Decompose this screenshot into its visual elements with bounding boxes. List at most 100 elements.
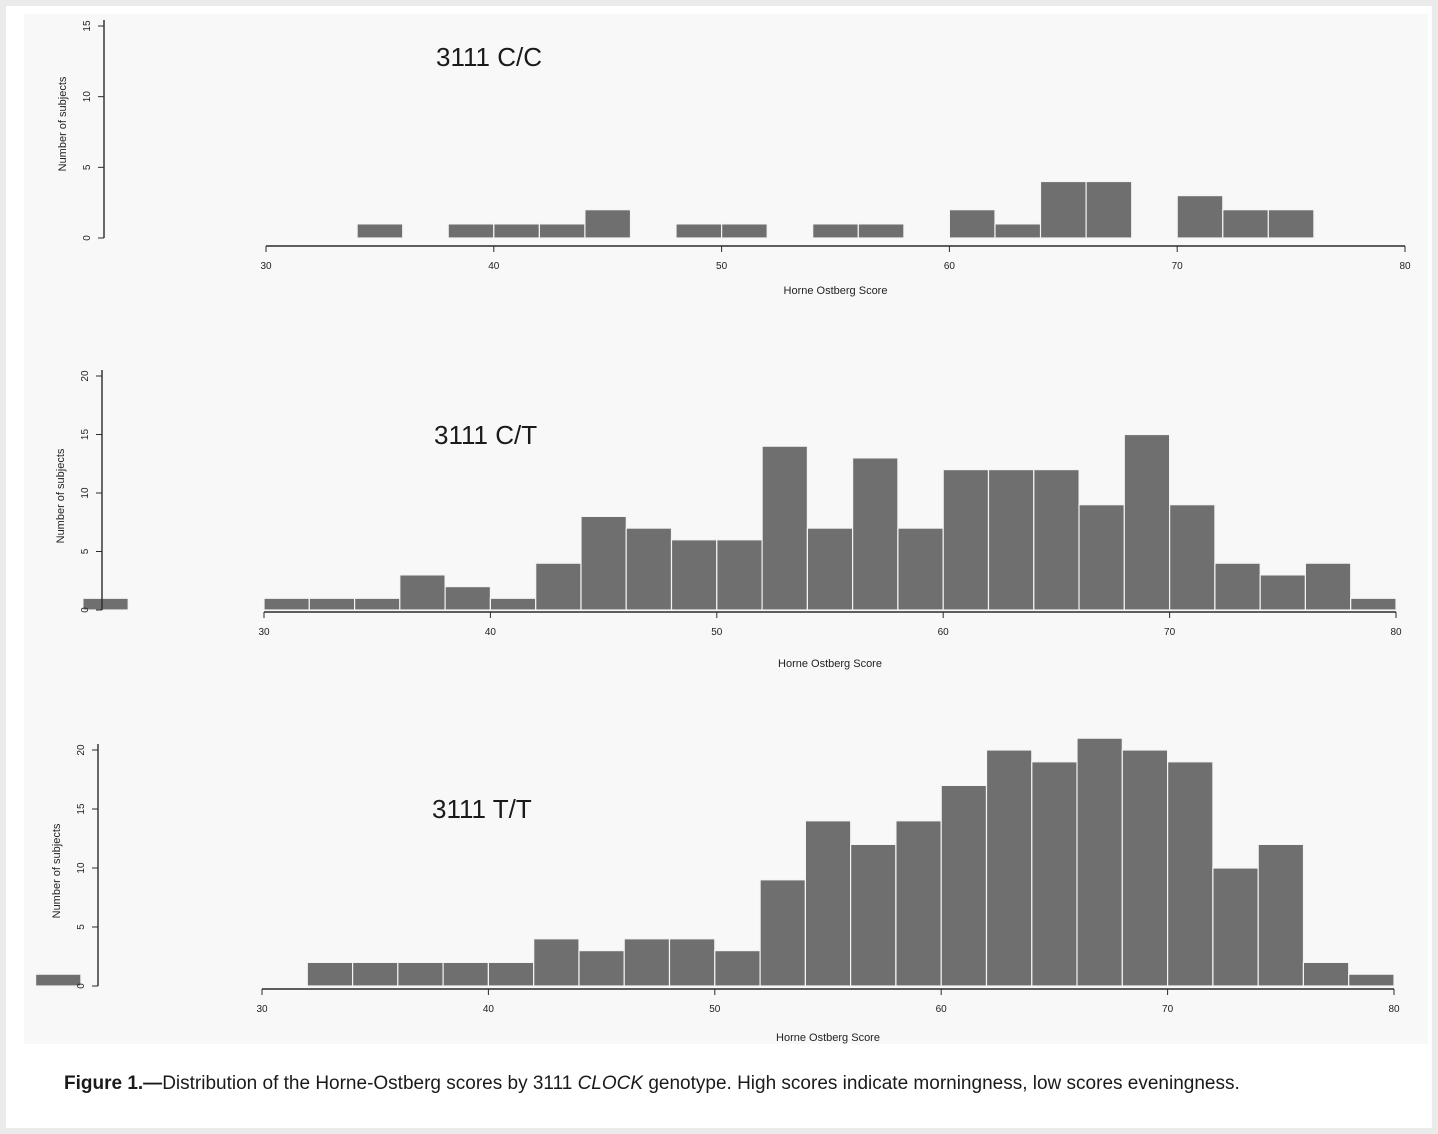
x-tick-label: 60	[936, 1004, 948, 1015]
histogram-bar	[759, 879, 806, 987]
x-tick-label: 80	[1390, 627, 1402, 638]
histogram-bar	[623, 938, 671, 987]
histogram-bar	[489, 597, 537, 611]
histogram-bar	[897, 527, 944, 611]
histogram-bar	[1259, 574, 1307, 611]
y-tick-label: 0	[80, 607, 91, 613]
histogram-bar	[1348, 973, 1395, 987]
histogram-bar	[1350, 597, 1397, 611]
caption-text-before: Distribution of the Horne-Ostberg scores…	[162, 1073, 578, 1094]
histogram-bar	[985, 749, 1033, 987]
histogram-bar	[857, 223, 905, 239]
y-axis-title: Number of subjects	[57, 76, 69, 171]
x-tick-label: 30	[256, 1004, 268, 1015]
histogram-bar	[675, 223, 723, 239]
y-tick-label: 20	[76, 744, 87, 756]
histogram-bar	[1304, 562, 1352, 611]
histogram-bar	[1039, 180, 1087, 239]
x-axis-title: Horne Ostberg Score	[778, 658, 882, 670]
histogram-bar	[851, 457, 899, 611]
caption-text-after: genotype. High scores indicate morningne…	[643, 1073, 1240, 1094]
x-tick-label: 70	[1172, 261, 1184, 272]
histogram-bar	[670, 539, 718, 611]
histogram-bar	[761, 445, 808, 611]
histogram-bar	[812, 223, 859, 239]
histogram-bar	[849, 843, 897, 987]
panel-title: 3111 C/C	[436, 42, 542, 72]
histogram-panel-3: 30 40 50 60 70 80 Horne Ostberg Score 0 5 10 15 20 N…	[35, 737, 1400, 1044]
x-tick-label: 50	[709, 1004, 721, 1015]
histogram-bar	[1302, 961, 1350, 987]
y-tick-label: 15	[80, 429, 91, 441]
histogram-bar	[35, 973, 82, 987]
histogram-bar	[578, 949, 625, 987]
x-axis-title: Horne Ostberg Score	[784, 285, 888, 297]
panel-title: 3111 T/T	[432, 794, 532, 824]
histogram-bar	[354, 597, 401, 611]
histogram-bar	[1212, 867, 1259, 987]
x-tick-label: 30	[258, 627, 270, 638]
x-tick-label: 40	[483, 1004, 495, 1015]
histogram-bar	[895, 820, 942, 987]
x-tick-label: 80	[1399, 261, 1411, 272]
histogram-bar	[668, 938, 716, 987]
y-tick-label: 5	[80, 548, 91, 554]
histogram-bar	[306, 961, 354, 987]
x-tick-label: 40	[488, 261, 500, 272]
histogram-bar	[352, 961, 399, 987]
histogram-bar	[447, 223, 495, 239]
histogram-bar	[1166, 761, 1214, 987]
x-tick-label: 30	[260, 261, 272, 272]
histogram-bar	[948, 209, 996, 239]
histogram-bar	[1214, 562, 1261, 611]
y-tick-label: 10	[80, 487, 91, 499]
x-tick-label: 80	[1388, 1004, 1400, 1015]
histogram-bar	[1257, 843, 1305, 987]
y-tick-label: 0	[82, 235, 93, 241]
histogram-bar	[1085, 180, 1133, 239]
histogram-bar	[1176, 195, 1224, 239]
histogram-bar	[538, 223, 586, 239]
histogram-bar	[1031, 761, 1078, 987]
histogram-bar	[940, 784, 988, 987]
y-axis-title: Number of subjects	[51, 823, 63, 918]
y-tick-label: 10	[82, 91, 93, 103]
histogram-bar	[493, 223, 540, 239]
plot-area: 30 40 50 60 70 80 Horne Ostberg Score 0 5 10 15 Num…	[24, 14, 1428, 1044]
histogram-bar	[716, 539, 763, 611]
y-tick-label: 20	[80, 370, 91, 382]
histogram-bar	[1168, 504, 1216, 611]
histogram-bar	[487, 961, 535, 987]
figure-label: Figure 1.—	[64, 1073, 163, 1094]
histogram-panel-1: 30 40 50 60 70 80 Horne Ostberg Score 0 5 10 15 Num…	[57, 20, 1411, 297]
histogram-bar	[1121, 749, 1169, 987]
figure-frame: 30 40 50 60 70 80 Horne Ostberg Score 0 5 10 15 Num…	[6, 6, 1432, 1128]
histogram-bar	[1033, 469, 1080, 611]
histogram-bar	[308, 597, 356, 611]
x-tick-label: 60	[938, 627, 950, 638]
x-tick-label: 60	[944, 261, 956, 272]
histogram-bar	[1078, 504, 1125, 611]
histogram-bar	[82, 597, 129, 611]
y-tick-label: 5	[82, 164, 93, 170]
x-tick-label: 50	[711, 627, 723, 638]
caption-gene: CLOCK	[577, 1073, 644, 1094]
y-tick-label: 15	[76, 803, 87, 815]
histogram-bar	[580, 515, 627, 611]
x-tick-label: 40	[485, 627, 497, 638]
y-axis-title: Number of subjects	[55, 448, 67, 543]
x-tick-label: 50	[716, 261, 728, 272]
histogram-bar	[942, 469, 990, 611]
histogram-bar	[625, 527, 673, 611]
histogram-bar	[444, 585, 492, 611]
histogram-bar	[533, 938, 580, 987]
y-tick-label: 10	[76, 862, 87, 874]
panel-title: 3111 C/T	[434, 420, 537, 450]
histogram-bar	[397, 961, 444, 987]
histogram-bar	[987, 469, 1035, 611]
histogram-bar	[806, 527, 854, 611]
histogram-bar	[1267, 209, 1315, 239]
y-tick-label: 0	[76, 983, 87, 989]
y-tick-label: 15	[82, 20, 93, 32]
y-tick-label: 5	[76, 924, 87, 930]
